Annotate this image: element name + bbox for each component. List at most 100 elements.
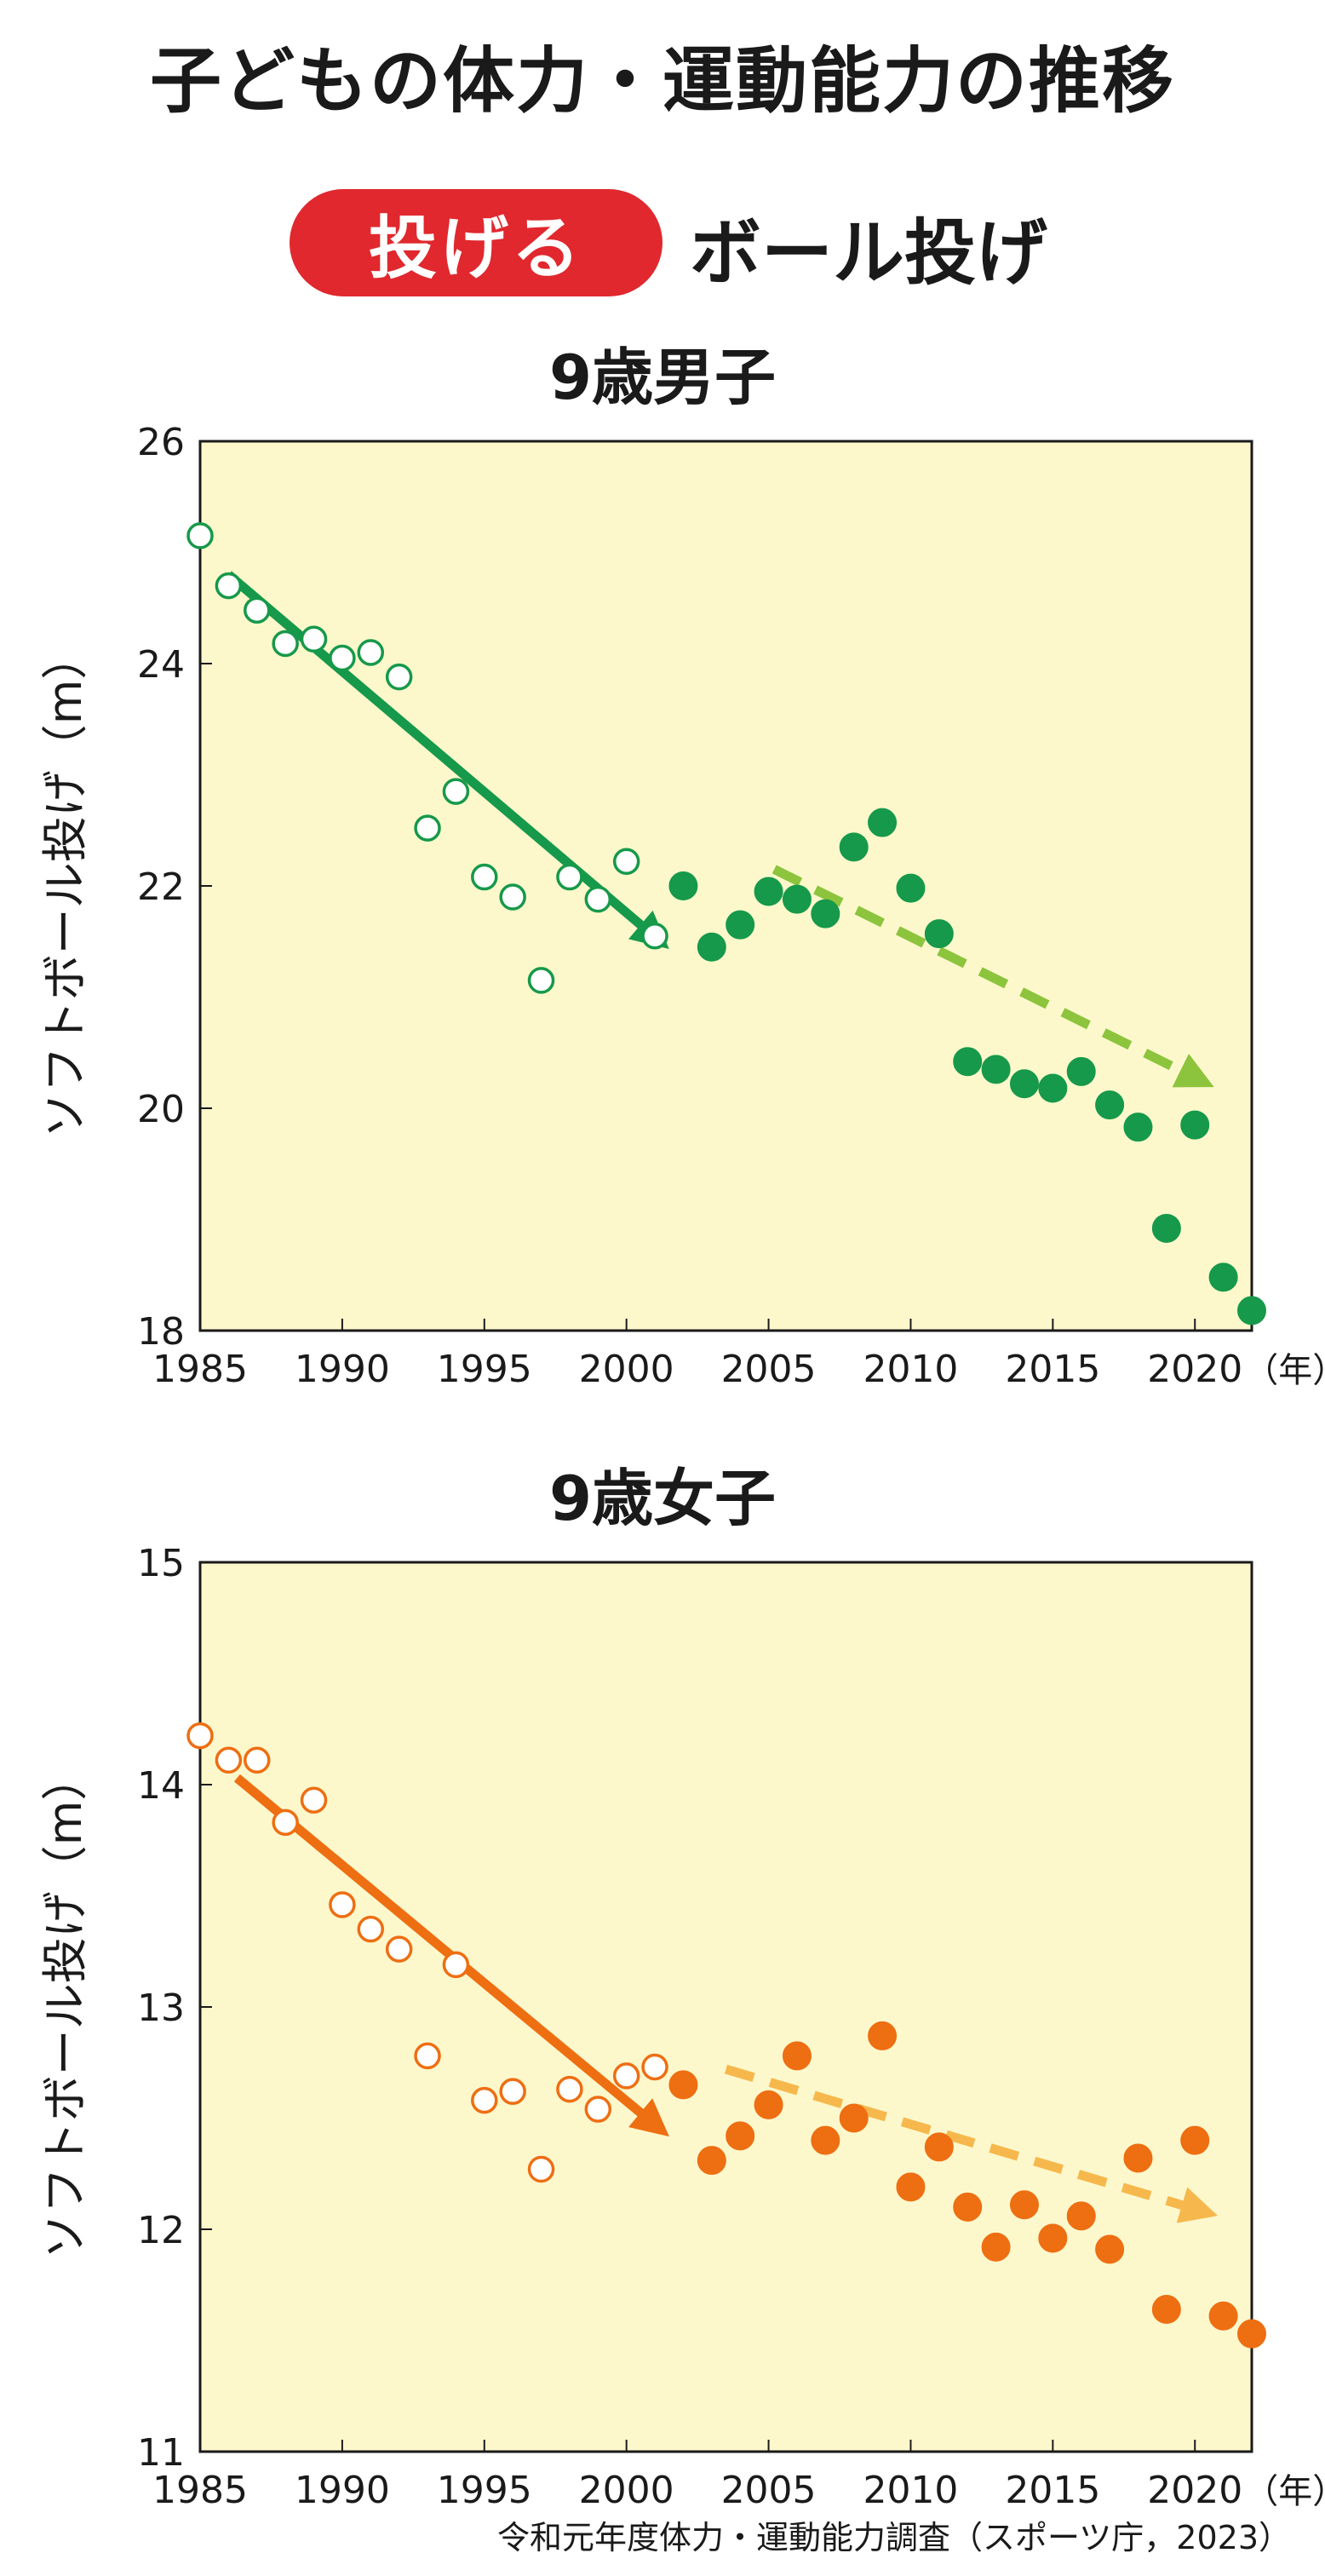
- girls-ytick-label: 13: [137, 1987, 185, 2030]
- boys-ytick-label: 20: [137, 1088, 185, 1131]
- boys-point-open: [527, 967, 555, 994]
- girls-plot-frame: [198, 1561, 1253, 2453]
- girls-point-open: [385, 1935, 413, 1963]
- page-title: 子どもの体力・運動能力の推移: [149, 39, 1175, 123]
- boys-point-open: [272, 630, 299, 658]
- girls-point-open: [357, 1915, 385, 1943]
- girls-xtick-label: 1990: [295, 2469, 390, 2512]
- boys-point-open: [612, 848, 640, 876]
- boys-point-filled: [1009, 1069, 1039, 1099]
- boys-point-open: [499, 883, 526, 911]
- boys-point-filled: [697, 932, 726, 962]
- boys-point-filled: [1066, 1056, 1096, 1086]
- girls-point-open: [527, 2155, 555, 2183]
- boys-point-open: [186, 522, 214, 549]
- girls-point-filled: [868, 2021, 898, 2050]
- girls-point-filled: [1066, 2201, 1096, 2231]
- girls-scatter-chart: 11 12 13 14 15 1985 1990 1995 2000 2005 2010 2015 20…: [38, 1542, 1325, 2512]
- girls-point-filled: [754, 2090, 783, 2119]
- girls-chart-title: 9歳女子: [548, 1463, 777, 1534]
- boys-plot-area: [200, 441, 1252, 1331]
- girls-point-filled: [668, 2070, 698, 2100]
- boys-point-open: [300, 625, 328, 653]
- boys-point-open: [414, 814, 441, 842]
- boys-point-open: [556, 863, 583, 891]
- girls-point-filled: [1123, 2143, 1153, 2173]
- girls-point-filled: [782, 2041, 812, 2071]
- girls-point-open: [300, 1786, 328, 1814]
- girls-xtick-label: 2005: [721, 2469, 817, 2512]
- boys-point-filled: [782, 884, 812, 914]
- boys-y-axis-label: ソフトボール投げ（m）: [38, 634, 92, 1139]
- girls-point-open: [272, 1808, 299, 1837]
- boys-ytick-label: 24: [137, 643, 185, 687]
- boys-point-open: [471, 863, 498, 891]
- boys-point-filled: [1095, 1090, 1125, 1120]
- girls-point-open: [556, 2075, 583, 2103]
- event-label: ボール投げ: [690, 211, 1048, 295]
- boys-ytick-label: 22: [137, 865, 185, 909]
- girls-ytick-label: 12: [137, 2209, 185, 2252]
- boys-xtick-label: 1995: [437, 1348, 532, 1391]
- girls-x-unit: （年）: [1244, 2472, 1325, 2511]
- category-badge-label: 投げる: [369, 209, 583, 288]
- boys-plot-frame: [198, 440, 1253, 1332]
- boys-point-open: [442, 778, 470, 805]
- girls-xtick-label: 2020: [1147, 2469, 1242, 2512]
- girls-trend-arrow-solid: [233, 1774, 669, 2137]
- girls-point-open: [471, 2086, 498, 2114]
- girls-point-filled: [1009, 2190, 1039, 2220]
- boys-xtick-label: 2005: [721, 1348, 817, 1391]
- girls-point-filled: [924, 2132, 954, 2162]
- boys-xtick-label: 2010: [863, 1348, 958, 1391]
- boys-xtick-label: 1990: [295, 1348, 390, 1391]
- boys-x-unit: （年）: [1244, 1351, 1325, 1390]
- boys-point-filled: [839, 832, 869, 862]
- boys-point-open: [244, 596, 271, 624]
- boys-point-open: [357, 639, 385, 666]
- girls-point-filled: [981, 2232, 1011, 2262]
- girls-point-open: [641, 2053, 668, 2081]
- boys-point-filled: [726, 910, 755, 940]
- girls-ytick-label: 11: [137, 2431, 185, 2475]
- boys-point-filled: [868, 808, 898, 837]
- girls-point-open: [584, 2096, 612, 2123]
- girls-point-filled: [1151, 2294, 1181, 2324]
- girls-point-open: [215, 1746, 243, 1774]
- boys-point-filled: [981, 1055, 1011, 1084]
- boys-point-filled: [896, 873, 926, 903]
- girls-point-open: [186, 1722, 214, 1750]
- girls-point-filled: [896, 2172, 926, 2202]
- boys-point-filled: [811, 899, 840, 929]
- girls-xtick-label: 1985: [152, 2469, 248, 2512]
- boys-point-filled: [1151, 1213, 1181, 1243]
- girls-point-filled: [839, 2103, 869, 2133]
- girls-trend-arrow-dashed: [724, 2064, 1219, 2223]
- girls-ytick-label: 14: [137, 1764, 185, 1808]
- girls-point-filled: [953, 2192, 983, 2222]
- girls-point-open: [499, 2078, 526, 2105]
- girls-point-open: [329, 1891, 356, 1918]
- boys-point-filled: [1208, 1262, 1238, 1292]
- girls-y-axis-label: ソフトボール投げ（m）: [38, 1755, 92, 2260]
- boys-ytick-label: 26: [137, 421, 185, 464]
- boys-point-filled: [1180, 1110, 1210, 1140]
- girls-plot-area: [200, 1562, 1252, 2452]
- girls-point-filled: [811, 2125, 840, 2155]
- girls-point-open: [442, 1951, 470, 1979]
- boys-ytick-label: 18: [137, 1310, 185, 1354]
- boys-point-open: [584, 885, 612, 913]
- boys-chart-title: 9歳男子: [548, 342, 777, 413]
- girls-point-filled: [726, 2121, 755, 2151]
- girls-point-filled: [1180, 2125, 1210, 2155]
- boys-point-filled: [1123, 1113, 1153, 1142]
- girls-point-open: [414, 2042, 441, 2070]
- girls-point-open: [244, 1746, 271, 1774]
- boys-point-filled: [1038, 1073, 1068, 1103]
- source-note: 令和元年度体力・運動能力調査（スポーツ庁，2023）: [497, 2519, 1291, 2556]
- boys-xtick-label: 1985: [152, 1348, 248, 1391]
- girls-point-filled: [1038, 2223, 1068, 2253]
- girls-ytick-label: 15: [137, 1542, 185, 1585]
- boys-point-filled: [1237, 1296, 1266, 1325]
- boys-xtick-label: 2015: [1005, 1348, 1100, 1391]
